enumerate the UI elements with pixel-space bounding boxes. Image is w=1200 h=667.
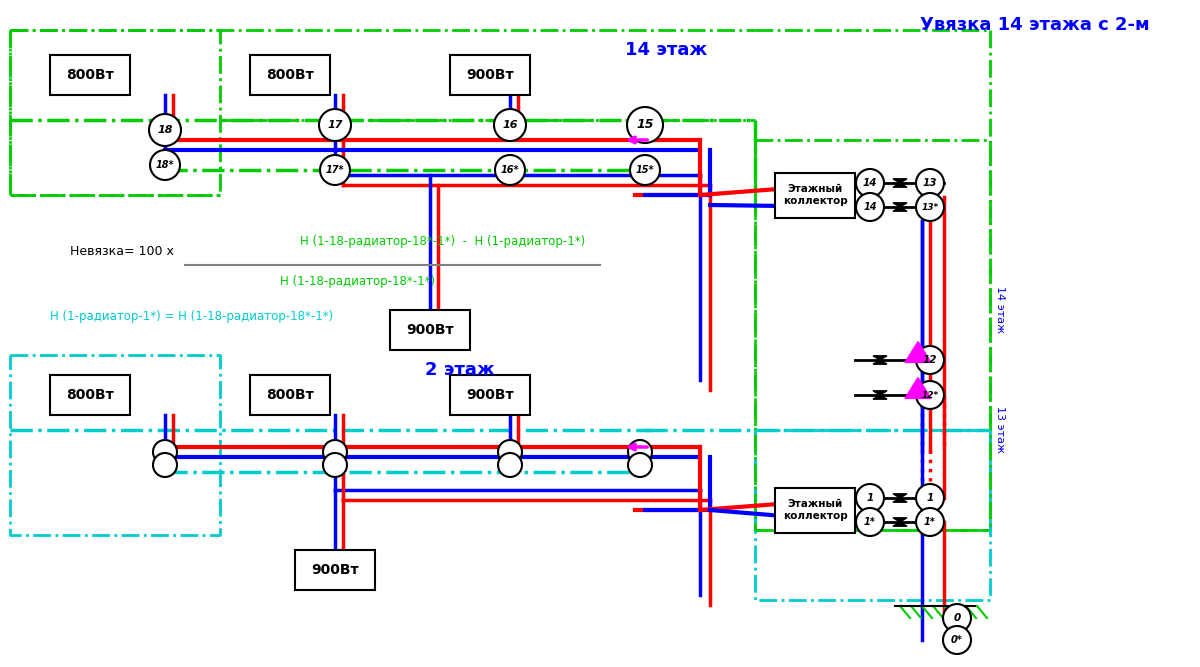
Text: 15*: 15* <box>636 165 654 175</box>
Text: 1*: 1* <box>864 517 876 527</box>
Circle shape <box>916 346 944 374</box>
Text: 17: 17 <box>328 120 343 130</box>
Circle shape <box>498 453 522 477</box>
FancyBboxPatch shape <box>775 173 854 217</box>
Circle shape <box>323 453 347 477</box>
Text: 13*: 13* <box>922 203 938 211</box>
Text: Этажный
коллектор: Этажный коллектор <box>782 499 847 521</box>
Text: Увязка 14 этажа с 2-м: Увязка 14 этажа с 2-м <box>920 16 1150 34</box>
Text: 16: 16 <box>503 120 517 130</box>
FancyBboxPatch shape <box>295 550 374 590</box>
Circle shape <box>856 193 884 221</box>
Circle shape <box>916 508 944 536</box>
Circle shape <box>628 440 652 464</box>
Text: 16*: 16* <box>500 165 520 175</box>
Text: 17*: 17* <box>325 165 344 175</box>
Circle shape <box>154 440 178 464</box>
Text: 0*: 0* <box>952 635 962 645</box>
Circle shape <box>319 109 352 141</box>
Circle shape <box>323 440 347 464</box>
Text: 0: 0 <box>953 613 961 623</box>
Circle shape <box>856 508 884 536</box>
Circle shape <box>628 453 652 477</box>
Text: 900Вт: 900Вт <box>466 68 514 82</box>
Circle shape <box>943 604 971 632</box>
Text: 15: 15 <box>636 119 654 131</box>
Text: 13 этаж: 13 этаж <box>995 406 1006 454</box>
Circle shape <box>916 169 944 197</box>
Polygon shape <box>905 342 931 362</box>
Circle shape <box>630 155 660 185</box>
Text: 18: 18 <box>157 125 173 135</box>
Text: 800Вт: 800Вт <box>266 68 314 82</box>
FancyBboxPatch shape <box>50 375 130 415</box>
FancyBboxPatch shape <box>250 55 330 95</box>
Text: 12*: 12* <box>922 390 938 400</box>
Text: 12: 12 <box>923 355 937 365</box>
Circle shape <box>154 453 178 477</box>
FancyBboxPatch shape <box>450 375 530 415</box>
Polygon shape <box>893 203 907 211</box>
Circle shape <box>943 626 971 654</box>
Text: 900Вт: 900Вт <box>466 388 514 402</box>
Circle shape <box>916 484 944 512</box>
Polygon shape <box>874 391 887 400</box>
Text: 14: 14 <box>863 202 877 212</box>
FancyBboxPatch shape <box>450 55 530 95</box>
Text: 1*: 1* <box>924 517 936 527</box>
Circle shape <box>628 107 662 143</box>
Polygon shape <box>893 494 907 502</box>
Text: 800Вт: 800Вт <box>266 388 314 402</box>
Polygon shape <box>893 179 907 187</box>
Polygon shape <box>905 378 931 398</box>
Circle shape <box>320 155 350 185</box>
Text: 900Вт: 900Вт <box>406 323 454 337</box>
Text: 900Вт: 900Вт <box>311 563 359 577</box>
Circle shape <box>149 114 181 146</box>
Text: 13: 13 <box>923 178 937 188</box>
Polygon shape <box>874 356 887 364</box>
Text: Невязка= 100 х: Невязка= 100 х <box>70 245 174 258</box>
Circle shape <box>916 381 944 409</box>
Circle shape <box>496 155 526 185</box>
Text: 800Вт: 800Вт <box>66 68 114 82</box>
Circle shape <box>498 440 522 464</box>
Text: Н (1-18-радиатор-18*-1*): Н (1-18-радиатор-18*-1*) <box>280 275 436 288</box>
Circle shape <box>856 169 884 197</box>
Text: 2 этаж: 2 этаж <box>425 361 494 379</box>
Circle shape <box>916 193 944 221</box>
Circle shape <box>150 150 180 180</box>
Text: Н (1-18-радиатор-18*-1*)  -  Н (1-радиатор-1*): Н (1-18-радиатор-18*-1*) - Н (1-радиатор… <box>300 235 586 248</box>
Text: 14 этаж: 14 этаж <box>625 41 707 59</box>
Circle shape <box>494 109 526 141</box>
Text: 14: 14 <box>863 178 877 188</box>
Text: Н (1-радиатор-1*) = Н (1-18-радиатор-18*-1*): Н (1-радиатор-1*) = Н (1-18-радиатор-18*… <box>50 310 334 323</box>
Text: 18*: 18* <box>156 160 174 170</box>
Circle shape <box>856 484 884 512</box>
Polygon shape <box>893 518 907 526</box>
FancyBboxPatch shape <box>775 488 854 532</box>
FancyBboxPatch shape <box>50 55 130 95</box>
FancyBboxPatch shape <box>390 310 470 350</box>
FancyBboxPatch shape <box>250 375 330 415</box>
Text: 800Вт: 800Вт <box>66 388 114 402</box>
Text: Этажный
коллектор: Этажный коллектор <box>782 184 847 206</box>
Text: 14 этаж: 14 этаж <box>995 286 1006 334</box>
Text: 1: 1 <box>926 493 934 503</box>
Text: 1: 1 <box>866 493 874 503</box>
